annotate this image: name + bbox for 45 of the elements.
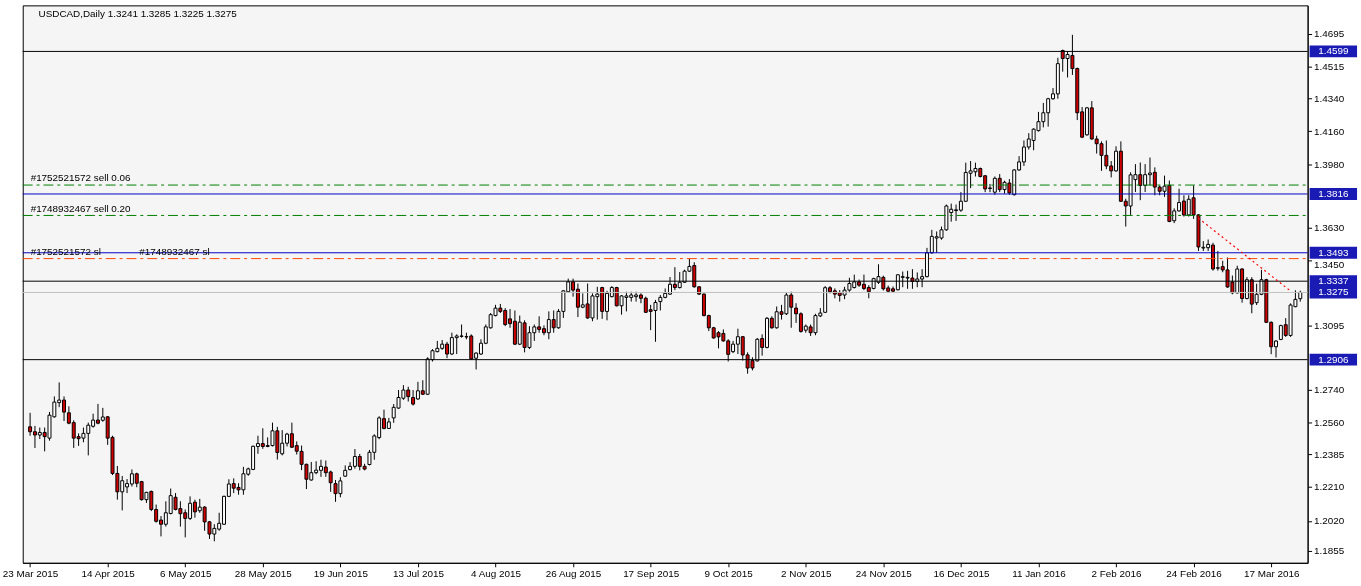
candlestick <box>28 412 33 437</box>
ref-line-label: #1748932467 sell 0.20 <box>30 202 132 214</box>
y-tick-label: 1.2560 <box>1314 417 1345 429</box>
candlestick <box>1099 140 1104 172</box>
y-tick-label: 1.2740 <box>1314 384 1345 396</box>
candlestick <box>653 299 658 343</box>
ref-line-label: 1.3493 <box>1318 246 1349 258</box>
x-tick-label: 16 Dec 2015 <box>933 568 990 580</box>
y-tick-label: 1.2210 <box>1314 480 1345 492</box>
y-tick-label: 1.1855 <box>1314 545 1345 557</box>
chart-title: USDCAD,Daily 1.3241 1.3285 1.3225 1.3275 <box>38 8 238 20</box>
ref-line-label: 1.3275 <box>1318 286 1349 298</box>
y-tick-label: 1.4340 <box>1314 93 1345 105</box>
x-tick-label: 9 Oct 2015 <box>704 568 754 580</box>
y-tick-label: 1.4515 <box>1314 61 1345 73</box>
x-tick-label: 23 Mar 2015 <box>2 568 59 580</box>
x-tick-label: 17 Mar 2016 <box>1243 568 1300 580</box>
ref-line-label: 1.4599 <box>1318 45 1349 57</box>
x-tick-label: 17 Sep 2015 <box>623 568 680 580</box>
candlestick <box>924 247 929 278</box>
x-tick-label: 11 Jan 2016 <box>1012 568 1067 580</box>
ref-line-label: 1.2906 <box>1318 353 1349 365</box>
x-tick-label: 13 Jul 2015 <box>392 568 445 580</box>
x-tick-label: 19 Jun 2015 <box>313 568 369 580</box>
ref-line-label: 1.3816 <box>1318 187 1349 199</box>
x-tick-label: 6 May 2015 <box>159 568 213 580</box>
y-tick-label: 1.2020 <box>1314 515 1345 527</box>
x-tick-label: 4 Aug 2015 <box>471 568 522 580</box>
y-tick-label: 1.4160 <box>1314 125 1345 137</box>
y-tick-label: 1.2385 <box>1314 448 1345 460</box>
x-tick-label: 14 Apr 2015 <box>81 568 136 580</box>
y-tick-label: 1.3095 <box>1314 319 1345 331</box>
x-tick-label: 28 May 2015 <box>234 568 293 580</box>
candlestick <box>411 389 416 407</box>
y-tick-label: 1.4695 <box>1314 28 1345 40</box>
x-tick-label: 2 Nov 2015 <box>781 568 833 580</box>
ref-line-label: 1.3337 <box>1318 275 1349 287</box>
x-tick-label: 2 Feb 2016 <box>1091 568 1143 580</box>
ref-line-label: #1752521572 sell 0.06 <box>30 172 132 184</box>
y-tick-label: 1.3450 <box>1314 259 1345 271</box>
x-tick-label: 24 Feb 2016 <box>1166 568 1223 580</box>
x-tick-label: 24 Nov 2015 <box>855 568 913 580</box>
y-tick-label: 1.3980 <box>1314 158 1345 170</box>
y-tick-label: 1.3630 <box>1314 222 1345 234</box>
x-tick-label: 26 Aug 2015 <box>545 568 602 580</box>
